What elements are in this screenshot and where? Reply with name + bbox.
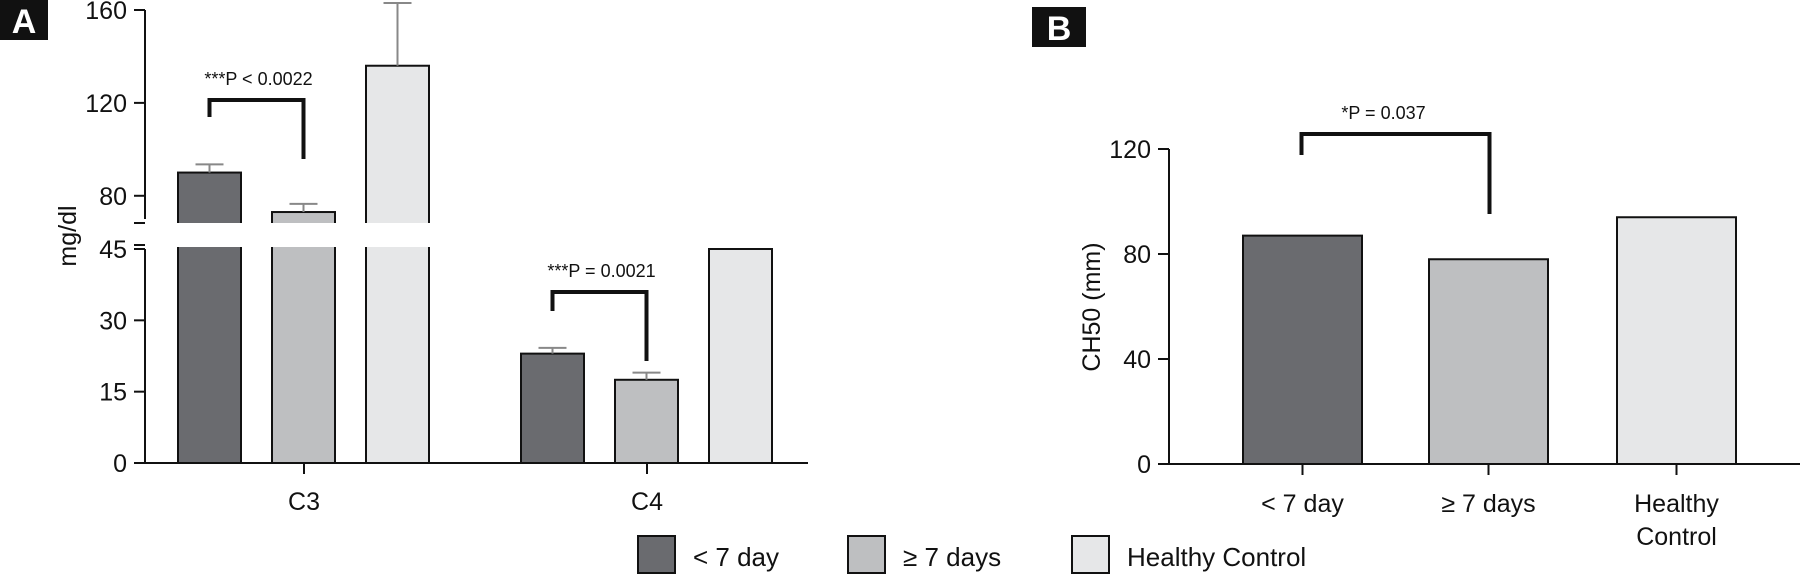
chart-a: 0 15 30 45 80 120 160 C3 C4 mg/dl ***P < 0.0022 ***… [54,0,808,516]
y-tick-label: 80 [99,183,127,211]
bar-a-c3-1 [271,211,336,464]
legend-label-1: ≥ 7 days [903,542,1001,572]
bar-a-c4-2 [708,248,773,464]
y-tick-label: 0 [1137,451,1151,479]
bar-a-c4-0 [520,352,585,464]
p-value-label: *P = 0.037 [1341,103,1425,123]
p-value-label: ***P = 0.0021 [547,261,655,281]
y-tick-label: 0 [113,450,127,478]
x-category-label: ≥ 7 days [1441,490,1535,518]
legend: < 7 day ≥ 7 days Healthy Control [637,535,1306,574]
panel-b-label-text: B [1047,10,1072,48]
y-axis-title: mg/dl [54,205,82,266]
y-tick-label: 45 [99,236,127,264]
panel-b-label-box [1032,7,1086,47]
y-tick-label: 80 [1123,241,1151,269]
significance-bracket [1299,132,1492,214]
panel-a-label-box [0,0,48,40]
y-tick-label: 40 [1123,346,1151,374]
bar-a-c3-0 [177,171,242,465]
panel-b-label: B [1032,7,1086,48]
legend-swatch-0 [637,535,676,574]
y-tick-label: 30 [99,307,127,335]
chart-b: 0 40 80 120 < 7 day ≥ 7 days Healthy Control CH5… [1078,103,1800,551]
y-axis-title: CH50 (mm) [1078,242,1106,371]
x-category-label: Healthy [1634,490,1719,518]
legend-swatch-1 [847,535,886,574]
bar-b-1 [1428,258,1549,465]
panel-a-label: A [0,0,48,41]
x-category-label: Control [1636,523,1717,551]
legend-swatch-2 [1071,535,1110,574]
y-tick-label: 120 [85,90,127,118]
x-category-label: < 7 day [1261,490,1344,518]
p-value-label: ***P < 0.0022 [204,69,312,89]
y-tick-label: 15 [99,379,127,407]
panel-a-label-text: A [12,3,37,41]
y-tick-label: 160 [85,0,127,25]
significance-bracket [550,290,649,361]
x-category-label: C3 [288,488,320,516]
x-category-label: C4 [631,488,663,516]
bar-a-c3-2 [365,64,430,464]
legend-label-0: < 7 day [693,542,779,572]
bar-a-c4-1 [614,378,679,464]
bar-b-0 [1242,234,1363,465]
legend-label-2: Healthy Control [1127,542,1306,572]
bar-b-2 [1616,216,1737,465]
significance-bracket [207,98,306,159]
axis-break-band [136,223,456,247]
y-tick-label: 120 [1109,136,1151,164]
